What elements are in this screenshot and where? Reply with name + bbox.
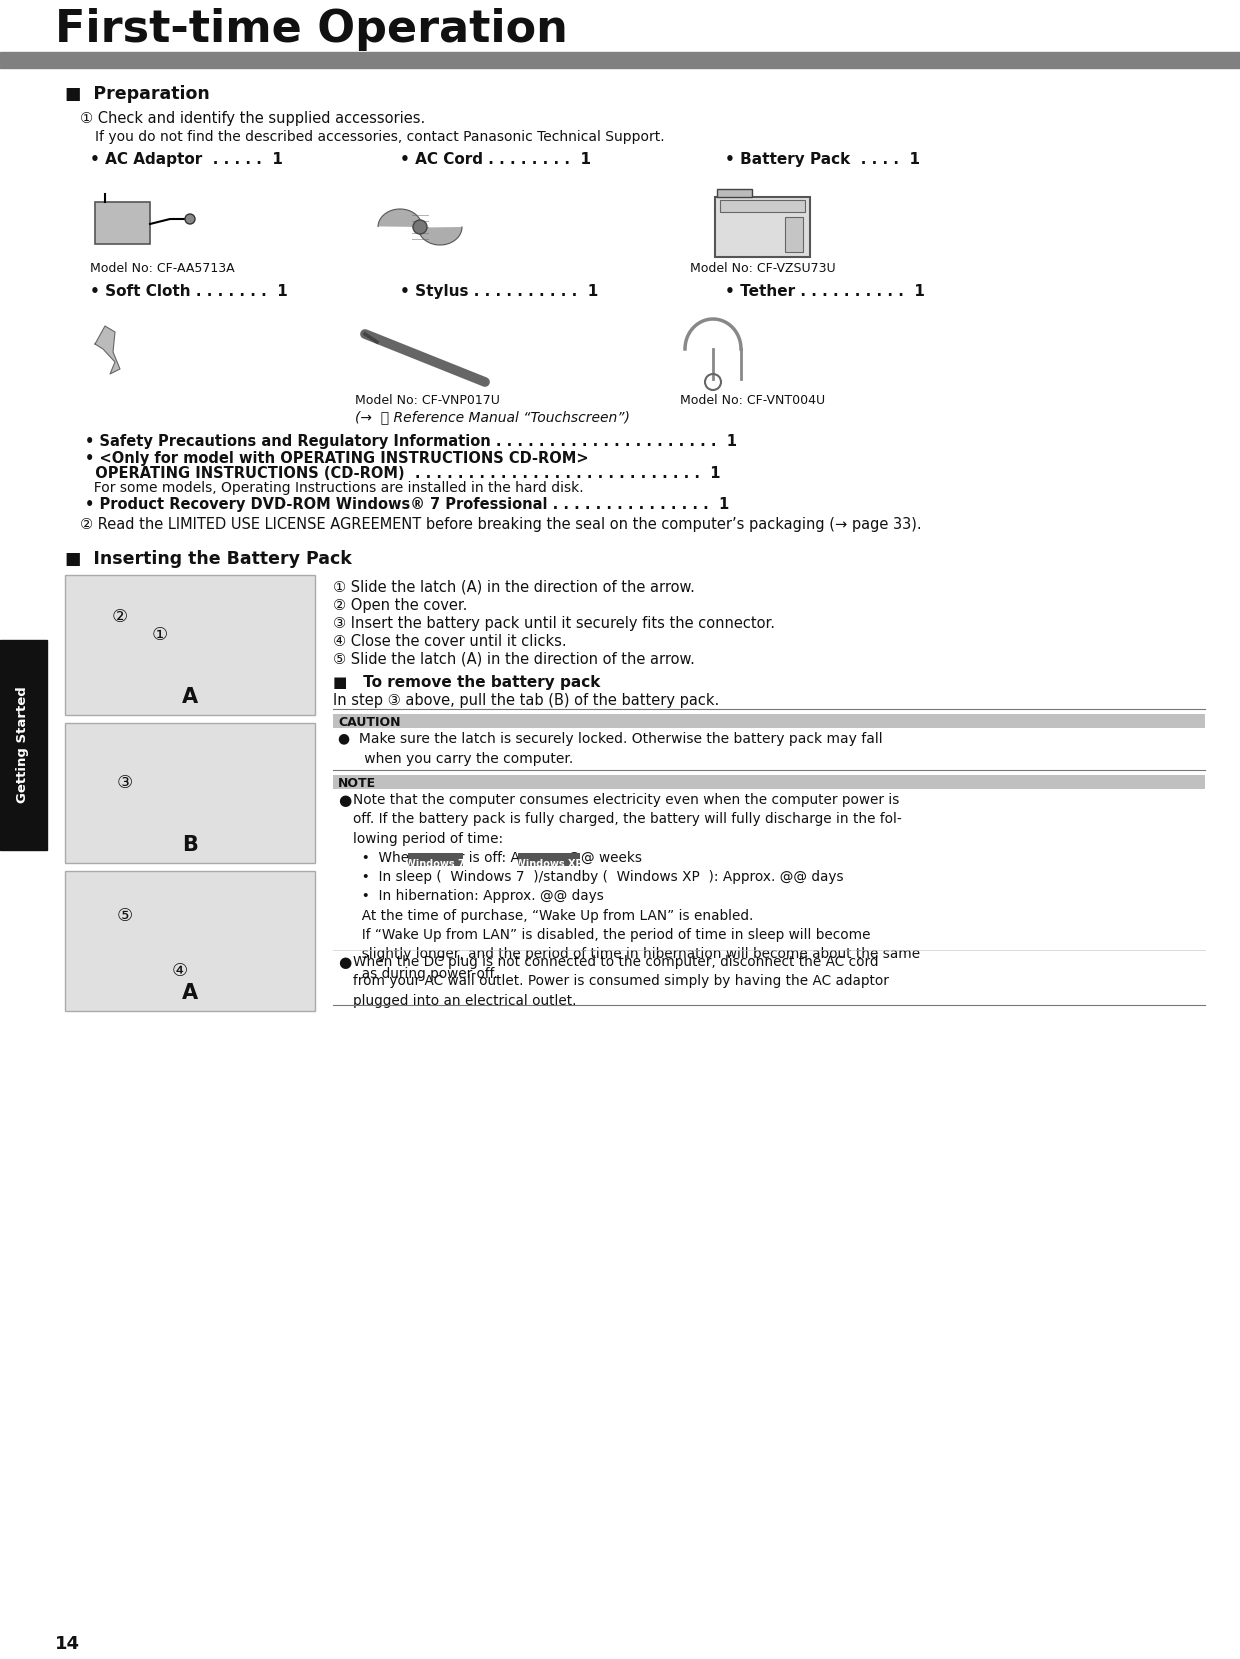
Text: ■  Preparation: ■ Preparation: [64, 85, 210, 103]
Text: • Stylus . . . . . . . . . .  1: • Stylus . . . . . . . . . . 1: [401, 284, 598, 299]
Bar: [715, 197, 810, 257]
Polygon shape: [378, 209, 422, 227]
Text: ③ Insert the battery pack until it securely fits the connector.: ③ Insert the battery pack until it secur…: [334, 615, 775, 630]
Bar: [785, 217, 804, 252]
Text: Model No: CF-AA5713A: Model No: CF-AA5713A: [91, 262, 234, 275]
Bar: [334, 775, 1205, 790]
Text: Note that the computer consumes electricity even when the computer power is
off.: Note that the computer consumes electric…: [353, 793, 920, 980]
Text: ① Slide the latch (A) in the direction of the arrow.: ① Slide the latch (A) in the direction o…: [334, 581, 694, 596]
Text: A: A: [182, 687, 198, 707]
Text: • AC Cord . . . . . . . .  1: • AC Cord . . . . . . . . 1: [401, 153, 591, 168]
Text: ② Read the LIMITED USE LICENSE AGREEMENT before breaking the seal on the compute: ② Read the LIMITED USE LICENSE AGREEMENT…: [81, 518, 921, 533]
Text: 14: 14: [55, 1636, 81, 1652]
Text: ① Check and identify the supplied accessories.: ① Check and identify the supplied access…: [81, 111, 425, 126]
Bar: [64, 723, 315, 863]
Text: ■   To remove the battery pack: ■ To remove the battery pack: [334, 675, 600, 690]
Text: • Product Recovery DVD-ROM Windows® 7 Professional . . . . . . . . . . . . . . .: • Product Recovery DVD-ROM Windows® 7 Pr…: [86, 498, 729, 513]
Circle shape: [413, 221, 427, 234]
Polygon shape: [95, 327, 120, 373]
Text: CAUTION: CAUTION: [339, 717, 401, 728]
Text: ③: ③: [117, 775, 133, 791]
Text: When the DC plug is not connected to the computer, disconnect the AC cord
from y: When the DC plug is not connected to the…: [353, 956, 889, 1007]
Text: ⑤ Slide the latch (A) in the direction of the arrow.: ⑤ Slide the latch (A) in the direction o…: [334, 652, 694, 667]
Text: Windows 7: Windows 7: [405, 859, 465, 869]
Text: For some models, Operating Instructions are installed in the hard disk.: For some models, Operating Instructions …: [86, 481, 584, 494]
Text: • Safety Precautions and Regulatory Information . . . . . . . . . . . . . . . . : • Safety Precautions and Regulatory Info…: [86, 435, 737, 450]
Text: ②: ②: [112, 607, 128, 625]
Text: (→  📷 Reference Manual “Touchscreen”): (→ 📷 Reference Manual “Touchscreen”): [355, 410, 630, 425]
Bar: [717, 189, 751, 197]
Text: • Battery Pack  . . . .  1: • Battery Pack . . . . 1: [725, 153, 920, 168]
Text: ●: ●: [339, 956, 351, 971]
Text: ①: ①: [153, 625, 169, 644]
Text: ② Open the cover.: ② Open the cover.: [334, 597, 467, 612]
Bar: [64, 576, 315, 715]
Text: • Tether . . . . . . . . . .  1: • Tether . . . . . . . . . . 1: [725, 284, 925, 299]
Text: B: B: [182, 834, 198, 854]
Bar: [0, 640, 47, 849]
Bar: [720, 201, 805, 212]
Text: Model No: CF-VNT004U: Model No: CF-VNT004U: [680, 393, 825, 406]
Text: First-time Operation: First-time Operation: [55, 8, 568, 51]
Text: In step ③ above, pull the tab (B) of the battery pack.: In step ③ above, pull the tab (B) of the…: [334, 693, 719, 708]
Text: • <Only for model with OPERATING INSTRUCTIONS CD-ROM>: • <Only for model with OPERATING INSTRUC…: [86, 451, 589, 466]
Bar: [0, 51, 1240, 68]
Text: ■  Inserting the Battery Pack: ■ Inserting the Battery Pack: [64, 551, 352, 567]
Text: NOTE: NOTE: [339, 776, 376, 790]
Circle shape: [185, 214, 195, 224]
Text: ④ Close the cover until it clicks.: ④ Close the cover until it clicks.: [334, 634, 567, 649]
Bar: [95, 202, 150, 244]
Text: Windows XP: Windows XP: [515, 859, 583, 869]
Text: ●: ●: [339, 793, 351, 808]
Text: ④: ④: [172, 962, 188, 980]
Text: A: A: [182, 984, 198, 1004]
Bar: [334, 713, 1205, 728]
Text: Getting Started: Getting Started: [16, 687, 30, 803]
Text: Model No: CF-VNP017U: Model No: CF-VNP017U: [355, 393, 500, 406]
Text: • AC Adaptor  . . . . .  1: • AC Adaptor . . . . . 1: [91, 153, 283, 168]
Polygon shape: [418, 227, 463, 246]
Text: • Soft Cloth . . . . . . .  1: • Soft Cloth . . . . . . . 1: [91, 284, 288, 299]
Bar: [518, 853, 580, 866]
Text: ●  Make sure the latch is securely locked. Otherwise the battery pack may fall
 : ● Make sure the latch is securely locked…: [339, 732, 883, 765]
Text: If you do not find the described accessories, contact Panasonic Technical Suppor: If you do not find the described accesso…: [95, 129, 665, 144]
Bar: [64, 871, 315, 1010]
Bar: [408, 853, 463, 866]
Text: OPERATING INSTRUCTIONS (CD-ROM)  . . . . . . . . . . . . . . . . . . . . . . . .: OPERATING INSTRUCTIONS (CD-ROM) . . . . …: [86, 466, 720, 481]
Text: Model No: CF-VZSU73U: Model No: CF-VZSU73U: [689, 262, 836, 275]
Text: ⑤: ⑤: [117, 907, 133, 926]
